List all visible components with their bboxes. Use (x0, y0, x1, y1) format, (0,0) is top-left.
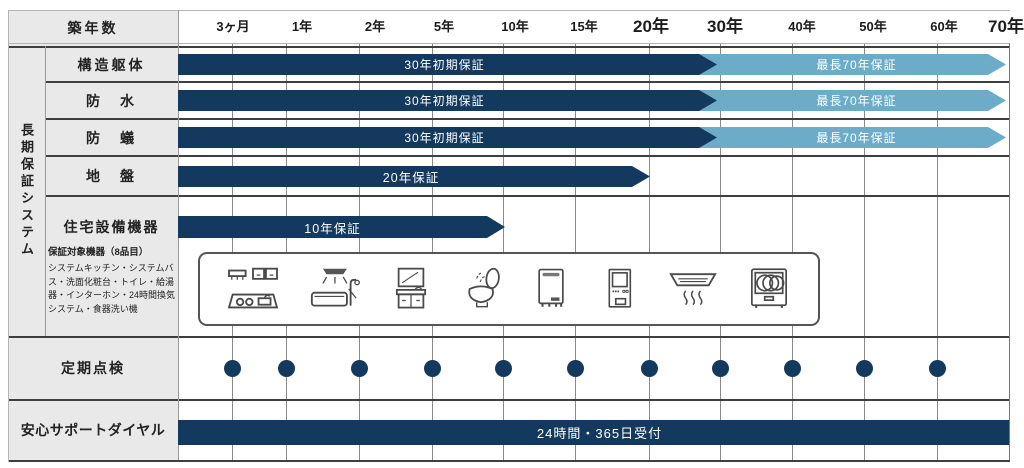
row-sep-2 (45, 118, 1010, 120)
axis-tick (432, 43, 433, 48)
inspection-dot (277, 359, 295, 377)
axis-tick-label: 10年 (501, 19, 529, 34)
row-label-structure: 構造躯体 (77, 56, 146, 73)
waterproof-initial-bar (178, 90, 717, 111)
row-label-equipment: 住宅設備機器 (63, 219, 160, 235)
equipment-icons-box (198, 252, 820, 326)
row-sep-1 (45, 81, 1010, 83)
axis-tick (286, 43, 287, 48)
row-sep-3 (45, 155, 1010, 157)
inspection-dot (350, 359, 368, 377)
inspection-dot (783, 359, 801, 377)
inspection-dot (855, 359, 873, 377)
ground-bar-text: 20年保証 (382, 171, 440, 185)
axis-tick-label: 30年 (707, 17, 743, 36)
toilet-icon (467, 267, 500, 308)
grid-line (864, 48, 865, 460)
bottom-border (8, 460, 1010, 462)
ventilation-system-icon (668, 273, 717, 306)
system-strip-divider (45, 46, 46, 336)
support-bar (178, 420, 1009, 445)
header-baseline (8, 43, 1010, 44)
system-kitchen-icon (227, 267, 278, 309)
inspection-dot (223, 359, 241, 377)
support-label-box-bg (8, 399, 178, 460)
left-border (8, 10, 9, 462)
termite-extended-bar (697, 127, 1006, 148)
inspection-dot (711, 359, 729, 377)
row-label-termite: 防 蟻 (86, 129, 137, 146)
axis-tick (720, 43, 721, 48)
inspection-label: 定期点検 (61, 359, 125, 376)
water-heater-icon (538, 268, 564, 307)
support-label: 安心サポートダイヤル (20, 421, 166, 438)
grid-line (937, 48, 938, 460)
structure-initial-text: 30年初期保証 (404, 58, 485, 72)
top-border (8, 10, 1010, 11)
washstand-icon (395, 267, 427, 309)
axis-tick-label: 50年 (859, 19, 887, 34)
row-label-strip-bg (45, 46, 178, 336)
axis-tick-label: 40年 (788, 19, 816, 34)
row-label-waterproof: 防 水 (86, 92, 137, 109)
support-bar-text: 24時間・365日受付 (536, 426, 663, 441)
axis-tick-label: 5年 (433, 19, 455, 34)
system-strip-bg (8, 46, 45, 336)
termite-initial-bar (178, 127, 717, 148)
row-sep-4 (45, 195, 1010, 197)
axis-tick-label: 3ヶ月 (216, 19, 250, 34)
rows-top-line (8, 46, 1010, 48)
axis-tick-label: 70年 (988, 17, 1024, 36)
inspection-top-line (8, 336, 1010, 338)
right-border (1009, 43, 1010, 460)
equipment-bar-text: 10年保証 (304, 221, 361, 236)
ground-bar (178, 166, 650, 187)
waterproof-initial-text: 30年初期保証 (404, 94, 485, 108)
axis-tick (864, 43, 865, 48)
inspection-dot (566, 359, 584, 377)
axis-tick (359, 43, 360, 48)
axis-tick-label: 20年 (633, 17, 669, 36)
inspection-dot (640, 359, 658, 377)
termite-initial-text: 30年初期保証 (404, 131, 485, 145)
termite-extended-text: 最長70年保証 (816, 131, 897, 145)
system-bath-icon (311, 268, 361, 307)
row-label-ground: 地 盤 (86, 168, 137, 184)
age-header-box-bg (8, 10, 178, 46)
age-header-label: 築年数 (67, 20, 119, 36)
support-top-line (8, 399, 1010, 401)
system-vertical-label: 長期保証システム (19, 123, 34, 259)
equipment-note-body: システムキッチン・システムバス・洗面化粧台・トイレ・給湯器・インターホン・24時… (48, 263, 176, 314)
inspection-label-box-bg (8, 336, 178, 399)
inspection-dot (423, 359, 441, 377)
equipment-note: 保証対象機器（8品目） システムキッチン・システムバス・洗面化粧台・トイレ・給湯… (48, 246, 175, 316)
axis-tick-label: 15年 (570, 19, 598, 34)
axis-tick (503, 43, 504, 48)
inspection-dot (494, 359, 512, 377)
axis-tick-label: 2年 (364, 19, 386, 34)
equipment-note-title: 保証対象機器（8品目） (48, 247, 149, 258)
structure-extended-bar (697, 54, 1006, 75)
axis-tick-label: 1年 (291, 19, 313, 34)
equipment-bar (178, 216, 505, 238)
structure-initial-bar (178, 54, 717, 75)
inspection-dot (928, 359, 946, 377)
axis-tick (232, 43, 233, 48)
intercom-icon (608, 268, 632, 308)
axis-tick-label: 60年 (930, 19, 958, 34)
dishwasher-icon (751, 268, 788, 308)
waterproof-extended-bar (697, 90, 1006, 111)
structure-extended-text: 最長70年保証 (816, 58, 897, 72)
axis-tick (792, 43, 793, 48)
axis-tick (649, 43, 650, 48)
axis-tick (575, 43, 576, 48)
axis-tick (937, 43, 938, 48)
waterproof-extended-text: 最長70年保証 (816, 94, 897, 108)
